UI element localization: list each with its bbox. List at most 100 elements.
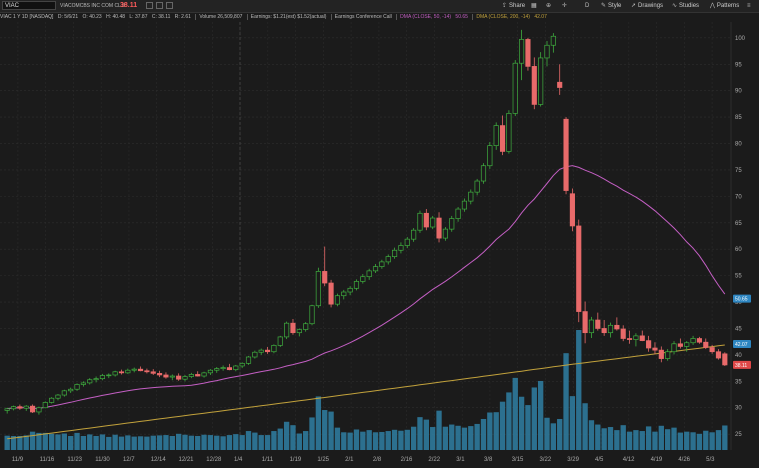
volume-bar <box>696 433 703 450</box>
candle-body <box>499 125 506 152</box>
volume-bar <box>150 435 156 450</box>
candle-body <box>417 212 423 231</box>
price-tag-label: 38.11 <box>735 363 747 369</box>
volume-bar <box>347 432 353 450</box>
crosshair-button[interactable]: ✛ <box>562 1 567 11</box>
candle-body <box>690 338 696 344</box>
volume-bar <box>620 425 626 450</box>
grid-button[interactable]: ▦ <box>531 1 537 11</box>
candle-body <box>442 228 448 239</box>
volume-bar <box>74 432 80 450</box>
zoom-button[interactable]: ⊕ <box>546 1 551 11</box>
legend-title: VIAC 1 Y 1D [NASDAQ] <box>0 14 54 20</box>
volume-bar <box>474 423 480 450</box>
volume-bar <box>360 431 366 450</box>
legend-dma200: DMA (CLOSE, 200, -14) <box>472 14 530 20</box>
volume-bar <box>214 435 220 450</box>
y-tick-label: 90 <box>735 89 742 95</box>
y-tick-label: 85 <box>735 115 742 121</box>
y-tick-label: 45 <box>735 326 742 332</box>
candle-body <box>722 353 728 366</box>
share-button[interactable]: ⇪ Share <box>502 1 525 11</box>
volume-bar <box>372 432 379 450</box>
candle-body <box>106 374 112 377</box>
candle-body <box>360 276 366 282</box>
candle-body <box>404 238 410 246</box>
style-button[interactable]: ✎ Style <box>601 1 621 11</box>
candle-body <box>80 382 86 385</box>
studies-icon: ∿ <box>672 3 678 9</box>
sell-icon[interactable] <box>146 2 153 9</box>
volume-bar <box>271 431 277 450</box>
y-tick-label: 60 <box>735 247 742 253</box>
drawings-label: Drawings <box>638 3 664 9</box>
x-tick-label: 2/1 <box>345 457 354 463</box>
volume-bar <box>315 396 322 450</box>
volume-bar <box>715 430 722 450</box>
candle-body <box>411 229 417 240</box>
trade-icon[interactable] <box>166 2 173 9</box>
volume-bar <box>442 426 449 450</box>
candle-body <box>461 200 468 210</box>
drawings-icon: ➚ <box>631 3 637 9</box>
candle-body <box>17 406 23 409</box>
volume-bar <box>118 436 125 450</box>
volume-bar <box>652 431 658 450</box>
candle-body <box>633 335 639 340</box>
x-tick-label: 4/5 <box>595 457 604 463</box>
volume-bar <box>156 435 163 450</box>
volume-bar <box>633 430 639 450</box>
candle-body <box>68 388 74 392</box>
volume-bar <box>709 432 715 450</box>
candle-body <box>480 165 487 182</box>
volume-bar <box>106 436 112 450</box>
candle-body <box>703 341 709 348</box>
candle-body <box>366 270 372 278</box>
x-tick-label: 12/14 <box>151 457 167 463</box>
x-tick-label: 3/22 <box>540 457 552 463</box>
x-tick-label: 5/3 <box>706 457 715 463</box>
studies-button[interactable]: ∿ Studies <box>672 1 699 11</box>
volume-bar <box>334 427 341 450</box>
volume-bar <box>99 434 106 450</box>
x-tick-label: 12/7 <box>123 457 135 463</box>
menu-button[interactable]: ≡ <box>747 1 751 11</box>
legend-volume: Volume 26,509,807 <box>195 14 243 20</box>
volume-bar <box>601 428 607 450</box>
volume-bar <box>677 432 684 450</box>
volume-bar <box>226 435 233 450</box>
candle-body <box>550 35 556 46</box>
candle-body <box>4 408 10 411</box>
candle-body <box>252 351 258 358</box>
candle-body <box>239 362 245 367</box>
legend-dma50: DMA (CLOSE, 50, -14) <box>396 14 452 20</box>
candle-body <box>576 225 582 312</box>
y-tick-label: 25 <box>735 432 742 438</box>
price-chart[interactable]: 25 30 35 40 45 50 55 60 65 70 75 80 85 90 95 100 11/9 11/… <box>0 22 759 468</box>
x-tick-label: 11/16 <box>40 457 55 463</box>
symbol-input[interactable]: VIAC <box>2 1 56 10</box>
drawings-button[interactable]: ➚ Drawings <box>631 1 663 11</box>
patterns-button[interactable]: ⋀ Patterns <box>710 1 739 11</box>
volume-bar <box>61 433 68 450</box>
candle-body <box>201 372 207 377</box>
last-price: 38.11 <box>120 2 138 9</box>
volume-bar <box>42 432 48 450</box>
crosshair-icon: ✛ <box>562 3 568 9</box>
volume-bar <box>461 427 468 450</box>
volume-bar <box>385 431 391 450</box>
buy-icon[interactable] <box>156 2 163 9</box>
candle-body <box>493 125 499 146</box>
timeframe-button[interactable]: D <box>585 1 589 11</box>
candle-body <box>372 266 379 272</box>
volume-bar <box>487 412 493 450</box>
candle-body <box>455 208 461 219</box>
volume-bar <box>239 435 245 450</box>
volume-bar <box>245 431 252 450</box>
volume-bar <box>55 434 61 450</box>
price-tag <box>733 294 751 303</box>
volume-bar <box>125 435 131 450</box>
candle-body <box>112 371 118 376</box>
legend-high: H: 40.48 <box>106 14 126 20</box>
candle-body <box>220 367 226 369</box>
